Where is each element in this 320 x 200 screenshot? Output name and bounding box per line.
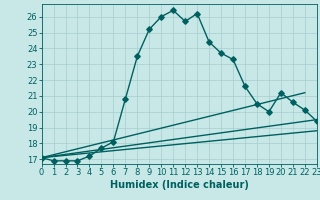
X-axis label: Humidex (Indice chaleur): Humidex (Indice chaleur) xyxy=(110,180,249,190)
